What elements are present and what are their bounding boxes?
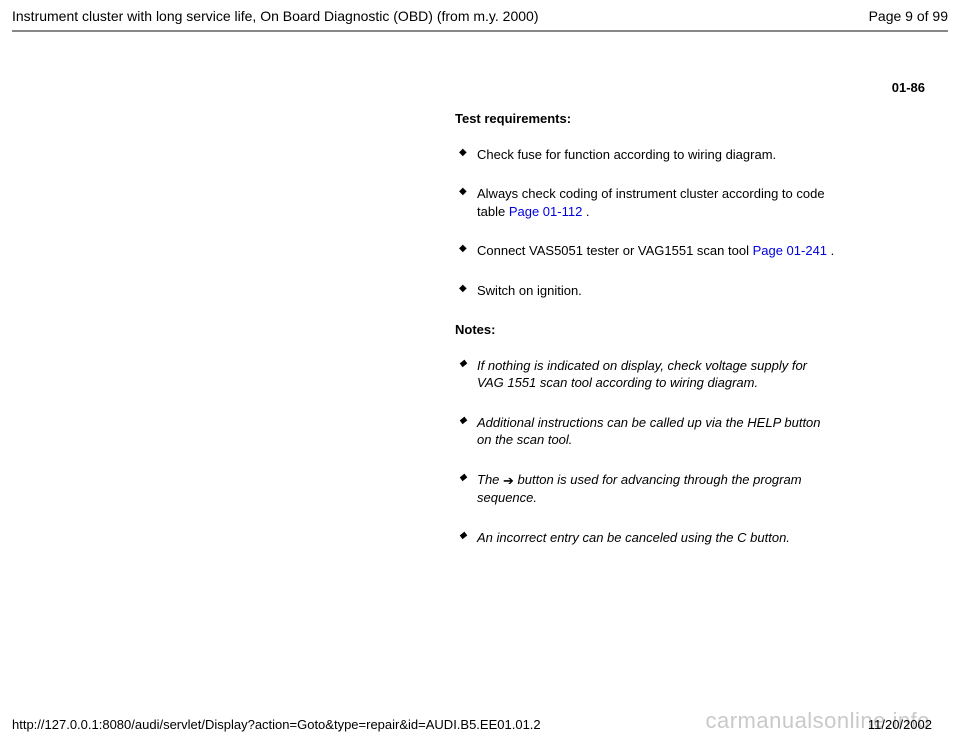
page-link[interactable]: Page 01-241: [753, 243, 827, 258]
requirements-list: Check fuse for function according to wir…: [455, 146, 900, 300]
list-item: Switch on ignition.: [455, 282, 835, 300]
list-item: An incorrect entry can be canceled using…: [455, 529, 835, 547]
footer-url: http://127.0.0.1:8080/audi/servlet/Displ…: [12, 717, 541, 732]
list-text: Check fuse for function according to wir…: [477, 147, 776, 162]
list-text: An incorrect entry can be canceled using…: [477, 530, 790, 545]
list-text: .: [582, 204, 589, 219]
section-number: 01-86: [892, 80, 925, 95]
list-text: Additional instructions can be called up…: [477, 415, 821, 448]
requirements-heading: Test requirements:: [455, 110, 900, 128]
arrow-icon: ➔: [503, 472, 514, 490]
list-item: Always check coding of instrument cluste…: [455, 185, 835, 220]
list-item: Check fuse for function according to wir…: [455, 146, 835, 164]
list-text: If nothing is indicated on display, chec…: [477, 358, 807, 391]
list-item: Connect VAS5051 tester or VAG1551 scan t…: [455, 242, 835, 260]
list-text: The: [477, 472, 503, 487]
list-item: If nothing is indicated on display, chec…: [455, 357, 835, 392]
content-column: Test requirements: Check fuse for functi…: [455, 110, 900, 568]
footer-date: 11/20/2002: [868, 717, 932, 732]
doc-title: Instrument cluster with long service lif…: [12, 8, 538, 24]
list-item: The ➔ button is used for advancing throu…: [455, 471, 835, 507]
list-item: Additional instructions can be called up…: [455, 414, 835, 449]
notes-heading: Notes:: [455, 321, 900, 339]
list-text: Switch on ignition.: [477, 283, 582, 298]
page-label: Page 9 of 99: [869, 8, 948, 24]
page-link[interactable]: Page 01-112: [509, 204, 583, 219]
list-text: Connect VAS5051 tester or VAG1551 scan t…: [477, 243, 753, 258]
list-text: .: [827, 243, 834, 258]
notes-list: If nothing is indicated on display, chec…: [455, 357, 900, 547]
header-divider: [12, 30, 948, 32]
list-text: button is used for advancing through the…: [477, 472, 802, 505]
